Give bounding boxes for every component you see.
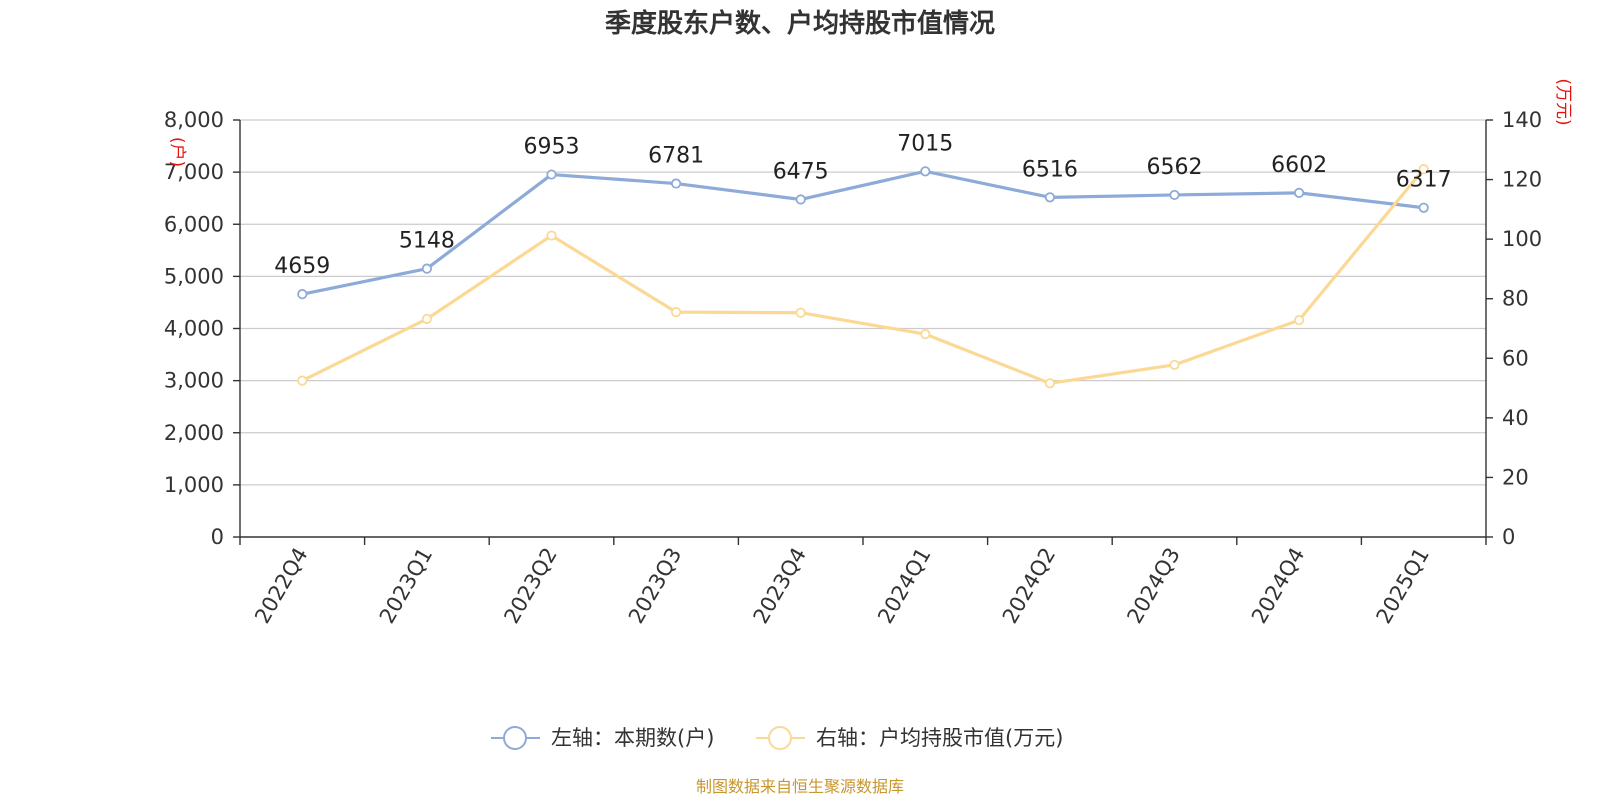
right-tick-label: 100 [1502, 227, 1542, 251]
left-tick-label: 8,000 [164, 108, 224, 132]
left-tick-label: 4,000 [164, 317, 224, 341]
data-point-right [1169, 359, 1180, 370]
x-tick-label: 2022Q4 [250, 544, 312, 628]
right-tick-label: 80 [1502, 287, 1529, 311]
data-point-right [920, 329, 931, 340]
data-point-right [1294, 315, 1305, 326]
data-point-right [670, 307, 682, 318]
data-label: 5148 [399, 229, 455, 254]
data-point-left [297, 289, 308, 300]
data-label: 6317 [1396, 168, 1452, 193]
x-tick-label: 2023Q4 [749, 544, 811, 628]
left-tick-label: 3,000 [164, 369, 224, 393]
data-point-left [1294, 187, 1305, 198]
x-tick-label: 2023Q2 [499, 544, 561, 628]
left-tick-label: 1,000 [164, 473, 224, 497]
legend-label-right: 右轴：户均持股市值(万元) [816, 726, 1063, 750]
data-label: 6602 [1271, 153, 1327, 178]
source-note: 制图数据来自恒生聚源数据库 [696, 777, 904, 796]
gridlines [240, 119, 1486, 486]
left-tick-label: 2,000 [164, 421, 224, 445]
data-point-left [795, 194, 806, 205]
data-label: 6562 [1147, 155, 1203, 180]
right-tick-label: 40 [1502, 406, 1529, 430]
data-point-left [1044, 192, 1056, 203]
x-tick-label: 2024Q4 [1247, 544, 1309, 628]
legend-item-right[interactable]: 右轴：户均持股市值(万元) [756, 726, 1063, 750]
data-point-right [795, 307, 806, 318]
data-point-left [1418, 202, 1429, 213]
legend-marker-right [768, 726, 792, 750]
data-label: 4659 [274, 254, 330, 279]
series-line-right [301, 168, 1425, 385]
data-point-left [546, 169, 557, 180]
left-tick-label: 6,000 [164, 212, 224, 236]
right-tick-label: 20 [1502, 465, 1529, 489]
left-tick-label: 7,000 [164, 160, 224, 184]
data-label: 6781 [648, 144, 704, 169]
x-tick-label: 2024Q1 [873, 544, 935, 628]
right-axis-unit: (万元) [1553, 78, 1573, 125]
data-point-right [1418, 164, 1429, 175]
legend-item-left[interactable]: 左轴：本期数(户) [491, 726, 714, 750]
data-point-left [670, 178, 682, 189]
x-tick-label: 2024Q3 [1122, 544, 1184, 628]
chart-title: 季度股东户数、户均持股市值情况 [605, 8, 995, 39]
data-point-right [1044, 378, 1056, 389]
x-tick-label: 2023Q3 [624, 544, 686, 628]
data-point-left [1169, 189, 1180, 201]
right-tick-label: 140 [1502, 108, 1542, 132]
data-labels: 4659 5148 6953 6781 6475 7015 6516 6562 6602 6317 [274, 131, 1451, 279]
data-label: 6516 [1022, 157, 1078, 182]
legend-label-left: 左轴：本期数(户) [551, 726, 714, 750]
left-tick-label: 5,000 [164, 264, 224, 288]
x-tick-label: 2024Q2 [998, 544, 1060, 628]
series-line-left [301, 169, 1424, 296]
left-axis-unit: (户) [167, 137, 187, 167]
data-label: 6953 [524, 135, 580, 160]
x-tick-label: 2025Q1 [1372, 544, 1434, 628]
left-tick-label: 0 [211, 525, 224, 549]
data-point-right [421, 313, 432, 325]
data-label: 6475 [773, 159, 829, 184]
right-tick-label: 60 [1502, 346, 1529, 370]
series-lines [297, 164, 1429, 389]
x-tick-label: 2023Q1 [375, 544, 437, 628]
data-point-right [546, 230, 557, 241]
right-tick-label: 120 [1502, 168, 1542, 192]
axes: 0 1,000 2,000 3,000 4,000 5,000 6,000 7,000 8,00… [164, 108, 1542, 628]
data-point-left [421, 263, 432, 274]
legend-marker-left [503, 726, 527, 750]
legend[interactable]: 左轴：本期数(户) 右轴：户均持股市值(万元) [491, 726, 1063, 750]
data-point-left [920, 166, 931, 177]
right-tick-label: 0 [1502, 525, 1515, 549]
data-point-right [297, 375, 308, 386]
data-label: 7015 [897, 131, 953, 156]
